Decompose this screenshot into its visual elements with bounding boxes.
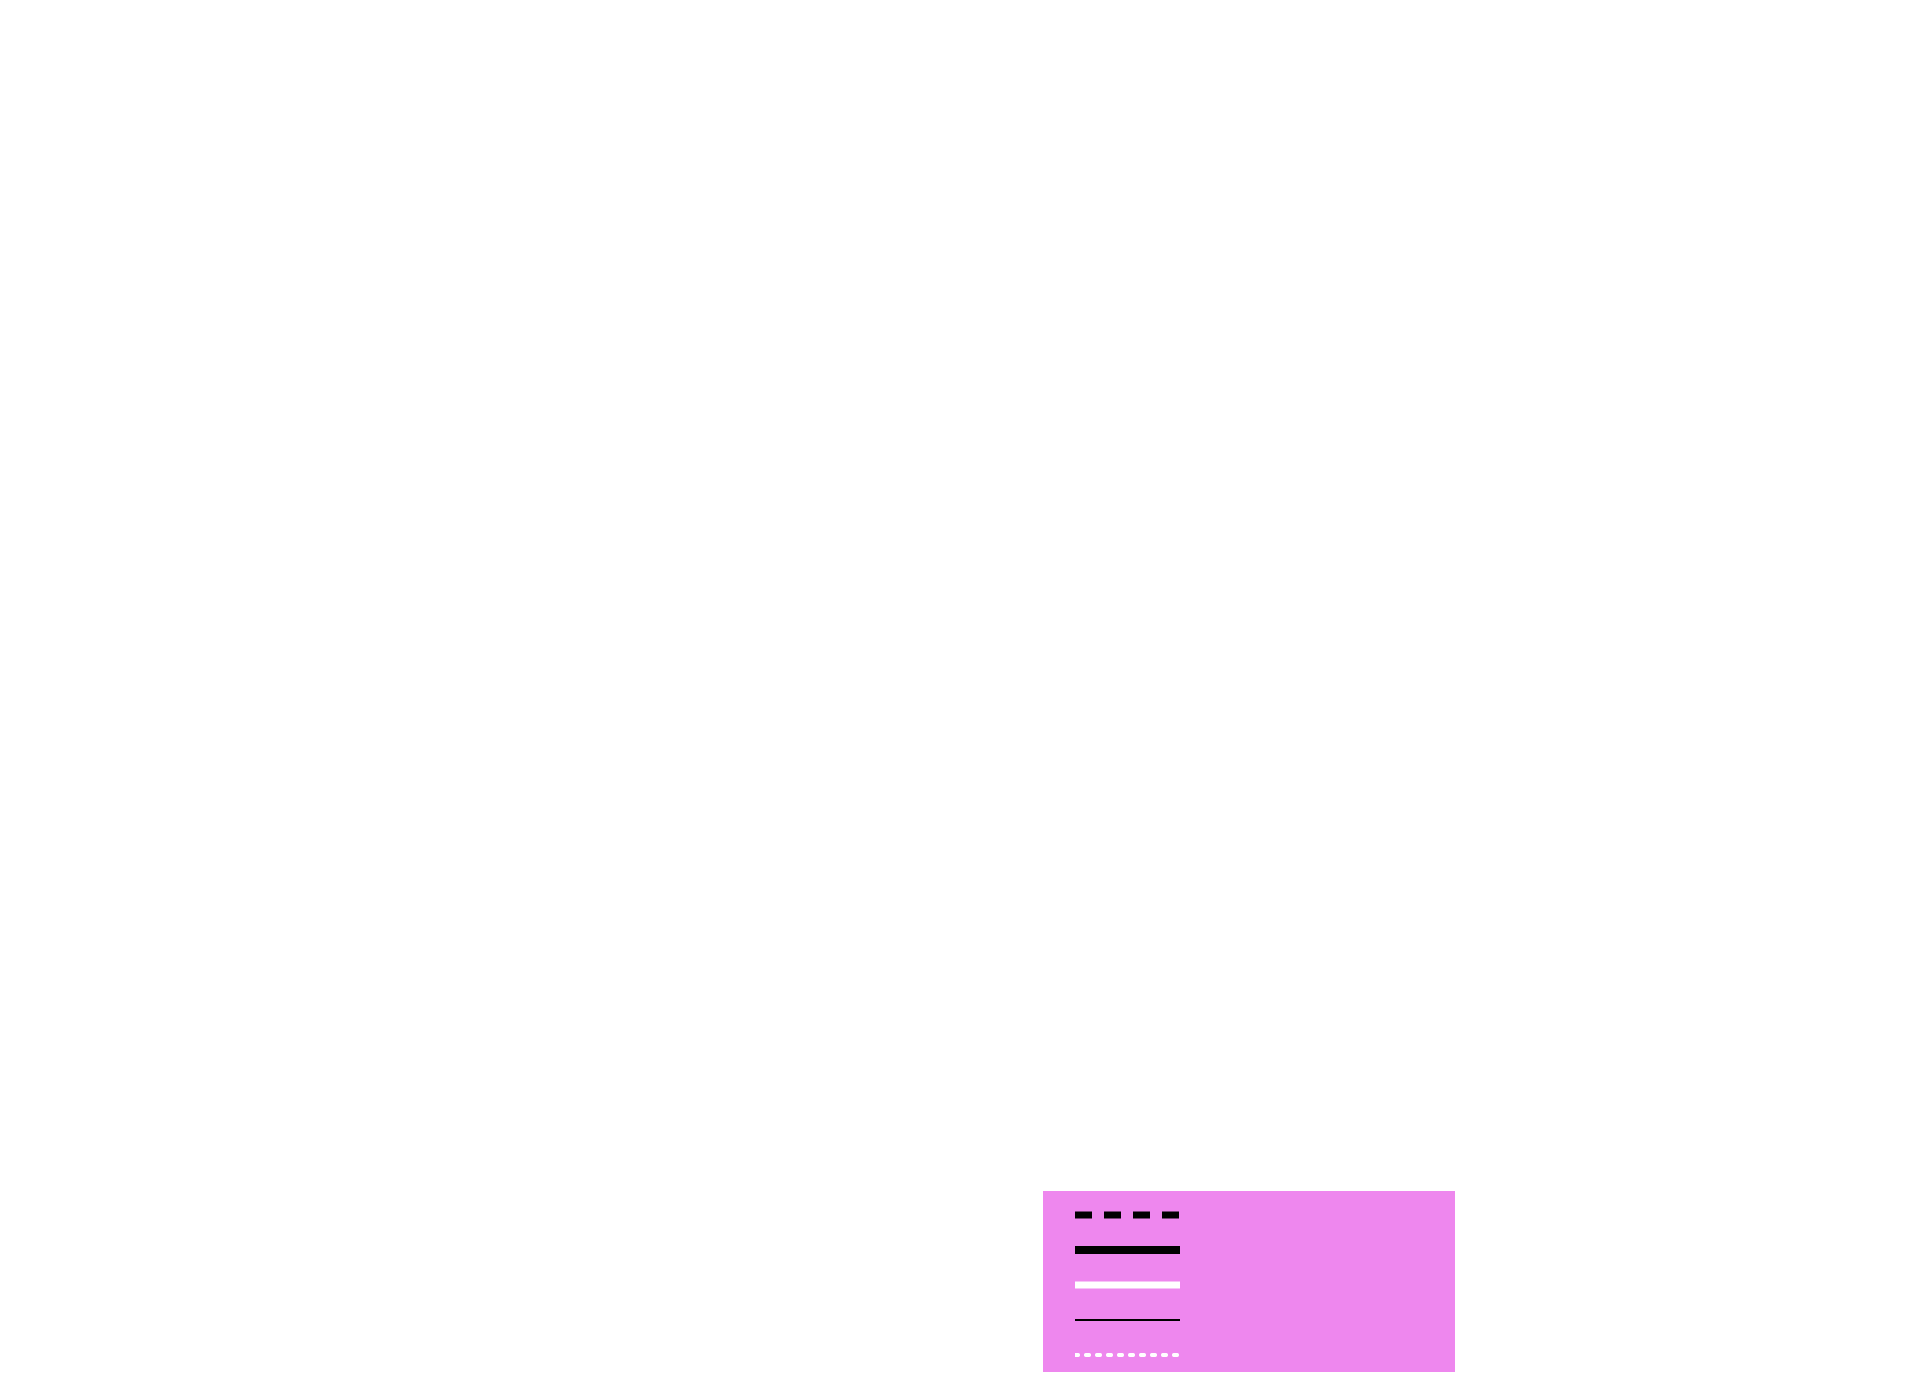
thin-black-line-sample: [1075, 1319, 1180, 1321]
thick-white-line-sample: [1075, 1281, 1180, 1289]
legend-item-theta: [1043, 1336, 1455, 1372]
location-map-inset: [424, 1196, 602, 1361]
dotted-white-line-sample: [1075, 1353, 1180, 1357]
legend-item-wind: [1043, 1302, 1455, 1338]
legend-box: [1043, 1191, 1455, 1372]
legend-item-epv: [1043, 1197, 1455, 1233]
legend-item-o3-contours: [1043, 1267, 1455, 1303]
legend-item-tropopause: [1043, 1232, 1455, 1268]
dashed-line-sample: [1075, 1211, 1180, 1219]
thick-black-line-sample: [1075, 1246, 1180, 1254]
